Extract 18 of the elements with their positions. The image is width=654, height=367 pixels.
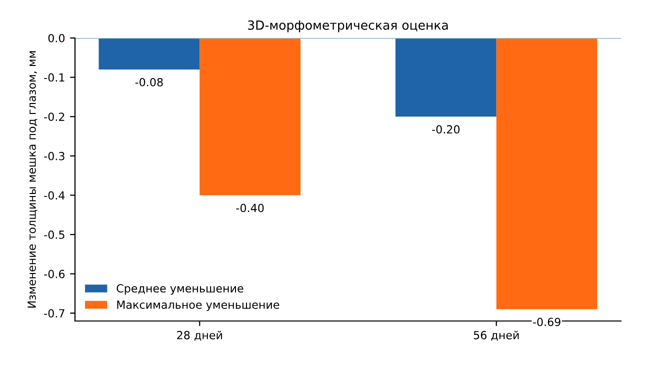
legend-label: Максимальное уменьшение xyxy=(117,300,280,311)
data-label: -0.40 xyxy=(236,204,264,212)
y-tick-label: -0.5 xyxy=(44,230,64,239)
data-label: -0.69 xyxy=(532,318,560,326)
x-tick-label: 56 дней xyxy=(474,330,519,341)
y-tick-label: -0.4 xyxy=(44,191,65,200)
chart-title: 3D-морфометрическая оценка xyxy=(248,20,448,32)
y-tick-label: -0.1 xyxy=(44,73,64,82)
y-axis-title: Изменение толщины мешка под глазом, мм xyxy=(28,51,38,308)
y-tick-label: -0.7 xyxy=(44,309,64,318)
y-tick-label: -0.3 xyxy=(44,152,64,160)
data-label: -0.20 xyxy=(432,125,460,134)
x-tick-label: 28 дней xyxy=(177,330,222,341)
legend-label: Среднее уменьшение xyxy=(116,284,244,295)
data-label: -0.08 xyxy=(135,78,163,86)
y-tick-label: -0.6 xyxy=(44,270,65,278)
y-tick-label: -0.2 xyxy=(44,112,64,121)
y-tick-label: 0.0 xyxy=(48,34,65,42)
